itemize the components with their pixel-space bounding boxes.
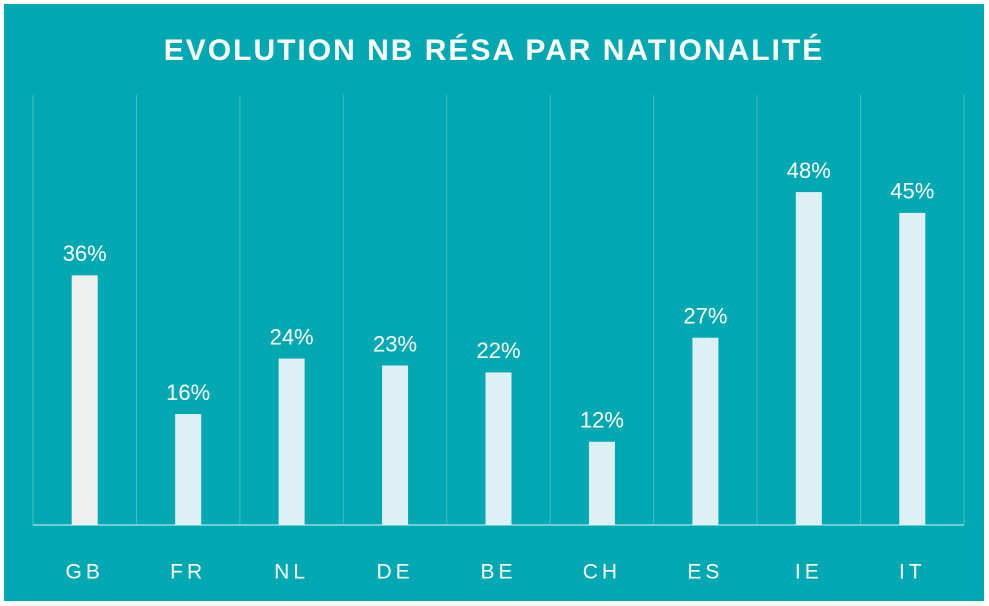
- value-label: 12%: [580, 408, 624, 433]
- x-tick-label: DE: [376, 561, 413, 584]
- bar: [588, 441, 615, 525]
- x-tick-label: NL: [274, 561, 309, 584]
- x-tick-label: GB: [66, 561, 104, 584]
- bar: [899, 212, 926, 525]
- bar: [278, 358, 305, 525]
- x-tick-label: IE: [795, 561, 823, 584]
- bar: [175, 414, 202, 525]
- chart-title: EVOLUTION NB RÉSA PAR NATIONALITÉ: [164, 33, 824, 67]
- value-label: 45%: [890, 179, 934, 204]
- x-tick-label: IT: [899, 561, 926, 584]
- value-label: 16%: [166, 380, 210, 405]
- value-label: 27%: [683, 304, 727, 329]
- x-tick-label: CH: [583, 561, 621, 584]
- x-tick-label: ES: [687, 561, 723, 584]
- value-label: 24%: [270, 324, 314, 349]
- bar: [795, 192, 822, 525]
- bar: [485, 372, 512, 525]
- bar: [692, 337, 719, 525]
- value-label: 48%: [787, 158, 831, 183]
- value-label: 23%: [373, 331, 417, 356]
- x-tick-label: BE: [480, 561, 516, 584]
- x-tick-label: FR: [170, 561, 206, 584]
- bar: [71, 275, 98, 525]
- value-label: 36%: [63, 241, 107, 266]
- bar: [382, 365, 409, 525]
- value-label: 22%: [476, 338, 520, 363]
